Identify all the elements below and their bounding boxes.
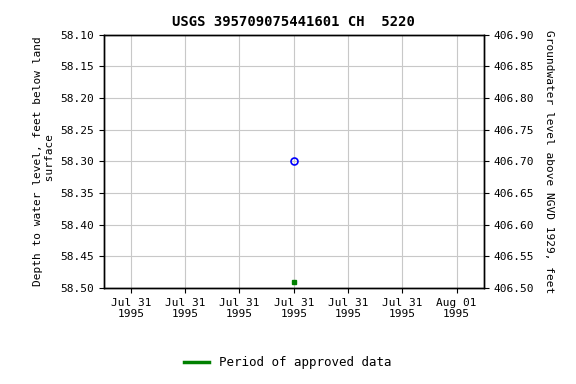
Legend: Period of approved data: Period of approved data [179,351,397,374]
Y-axis label: Depth to water level, feet below land
 surface: Depth to water level, feet below land su… [33,36,55,286]
Title: USGS 395709075441601 CH  5220: USGS 395709075441601 CH 5220 [172,15,415,29]
Y-axis label: Groundwater level above NGVD 1929, feet: Groundwater level above NGVD 1929, feet [544,30,554,293]
